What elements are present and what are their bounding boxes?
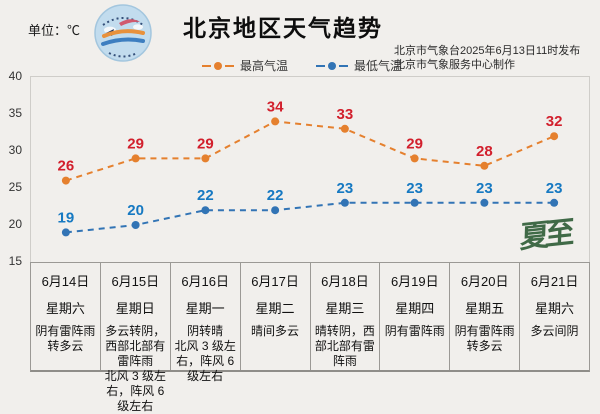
page-title: 北京地区天气趋势 (183, 15, 383, 41)
data-point (410, 198, 419, 207)
forecast-day-cell: 6月19日星期四阴有雷阵雨 (380, 263, 451, 370)
day-weather: 多云转阴，西部北部有雷阵雨 北风 3 级左右，阵风 6 级左右 (104, 324, 166, 413)
data-point-label: 22 (267, 187, 284, 204)
weather-service-logo-icon (94, 4, 152, 62)
issuer-line1: 北京市气象台2025年6月13日11时发布 (394, 45, 581, 57)
day-weather: 晴转阴，西部北部有雷阵雨 (314, 324, 375, 368)
forecast-day-cell: 6月20日星期五阴有雷阵雨转多云 (450, 263, 521, 370)
day-weekday: 星期三 (325, 301, 365, 316)
legend-label-low: 最低气温 (354, 59, 403, 73)
data-point-label: 23 (406, 180, 423, 197)
high-temp-line-icon (202, 61, 234, 70)
y-tick-label: 40 (8, 69, 22, 83)
calligraphy-watermark: 夏至 (519, 216, 571, 255)
data-point-label: 20 (127, 202, 144, 219)
forecast-day-cell: 6月16日星期一阴转晴 北风 3 级左右，阵风 6 级左右 (171, 263, 241, 383)
day-date: 6月14日 (41, 274, 90, 289)
day-weekday: 星期五 (465, 301, 505, 316)
day-weather: 阴有雷阵雨转多云 (454, 324, 515, 353)
data-point-label: 19 (58, 209, 75, 226)
y-tick-label: 30 (8, 143, 22, 157)
y-axis-labels: 40 35 30 25 20 15 (0, 69, 25, 268)
day-date: 6月17日 (251, 274, 299, 289)
day-weekday: 星期六 (45, 301, 85, 316)
data-point-label: 26 (58, 158, 75, 175)
data-point (271, 206, 280, 215)
day-date: 6月18日 (321, 274, 369, 289)
data-point (550, 198, 559, 207)
data-point (201, 206, 210, 215)
forecast-table: 6月14日 星期六 阴有雷阵雨转多云 6月15日 星期日 多云转阴，西部北部有雷阵雨 北风… (30, 262, 590, 413)
data-point (271, 117, 280, 126)
day-weather: 阴有雷阵雨转多云 (35, 324, 96, 353)
data-point (480, 161, 489, 170)
data-point-label: 23 (476, 180, 493, 197)
forecast-day-cell: 6月18日星期三晴转阴，西部北部有雷阵雨 (311, 263, 381, 370)
series-line-最高气温 (65, 120, 555, 182)
day-weekday: 星期六 (535, 301, 575, 316)
data-point (340, 124, 349, 133)
legend-item-low: 最低气温 (316, 57, 402, 74)
legend-item-high: 最高气温 (202, 57, 288, 74)
y-tick-label: 20 (8, 217, 22, 231)
issuer-info: 北京市气象台2025年6月13日11时发布 北京市气象服务中心制作 (394, 44, 580, 72)
day-weekday: 星期一 (185, 301, 225, 316)
data-point-label: 23 (337, 180, 354, 197)
data-point-label: 22 (197, 187, 214, 204)
forecast-day-cell: 6月14日星期六阴有雷阵雨转多云 (31, 263, 101, 370)
day-date: 6月21日 (530, 274, 579, 289)
forecast-day-cell: 6月17日星期二晴间多云 (241, 263, 311, 370)
data-point-label: 23 (546, 180, 563, 197)
y-tick-label: 15 (8, 254, 22, 268)
y-tick-label: 25 (8, 180, 22, 194)
data-point (201, 154, 210, 163)
data-point (410, 154, 419, 163)
chart-legend: 最高气温 最低气温 (202, 57, 402, 74)
forecast-day-cell: 6月21日星期六多云间阴 (520, 263, 589, 370)
day-date: 6月16日 (181, 274, 230, 289)
day-date: 6月15日 (111, 274, 160, 289)
unit-label: 单位：℃ (28, 23, 81, 38)
data-point-label: 33 (337, 106, 354, 123)
data-point (131, 154, 140, 163)
chart-svg: 26 29 29 34 33 29 28 32 19 20 22 22 23 23 23 23 (58, 98, 563, 237)
chart-plot-area: 26 29 29 34 33 29 28 32 19 20 22 22 23 23 23 23 (30, 76, 590, 262)
data-point-label: 28 (476, 143, 493, 160)
series-line-最低气温 (65, 201, 555, 234)
day-date: 6月19日 (390, 274, 439, 289)
data-point-label: 29 (197, 135, 214, 152)
forecast-day-cell: 6月15日星期日多云转阴，西部北部有雷阵雨 北风 3 级左右，阵风 6 级左右 (101, 263, 171, 413)
data-point-label: 34 (267, 98, 284, 115)
day-weekday: 星期二 (255, 301, 295, 316)
data-point-label: 32 (546, 113, 563, 130)
data-point (480, 198, 489, 207)
data-point (131, 221, 140, 229)
day-weather: 多云间阴 (530, 324, 579, 338)
data-point-label: 29 (406, 135, 423, 152)
data-point (61, 228, 70, 237)
y-tick-label: 35 (8, 106, 22, 120)
data-point (340, 198, 349, 207)
day-weekday: 星期日 (115, 301, 155, 316)
day-date: 6月20日 (460, 274, 509, 289)
day-weather: 阴有雷阵雨 (384, 324, 445, 338)
low-temp-line-icon (316, 61, 349, 70)
day-weekday: 星期四 (395, 301, 435, 316)
data-point-label: 29 (127, 135, 144, 152)
data-point (61, 176, 70, 185)
legend-label-high: 最高气温 (240, 59, 289, 73)
issuer-line2: 北京市气象服务中心制作 (394, 59, 515, 71)
data-point (550, 132, 559, 141)
day-weather: 晴间多云 (251, 324, 300, 338)
day-weather: 阴转晴 北风 3 级左右，阵风 6 级左右 (174, 324, 236, 383)
